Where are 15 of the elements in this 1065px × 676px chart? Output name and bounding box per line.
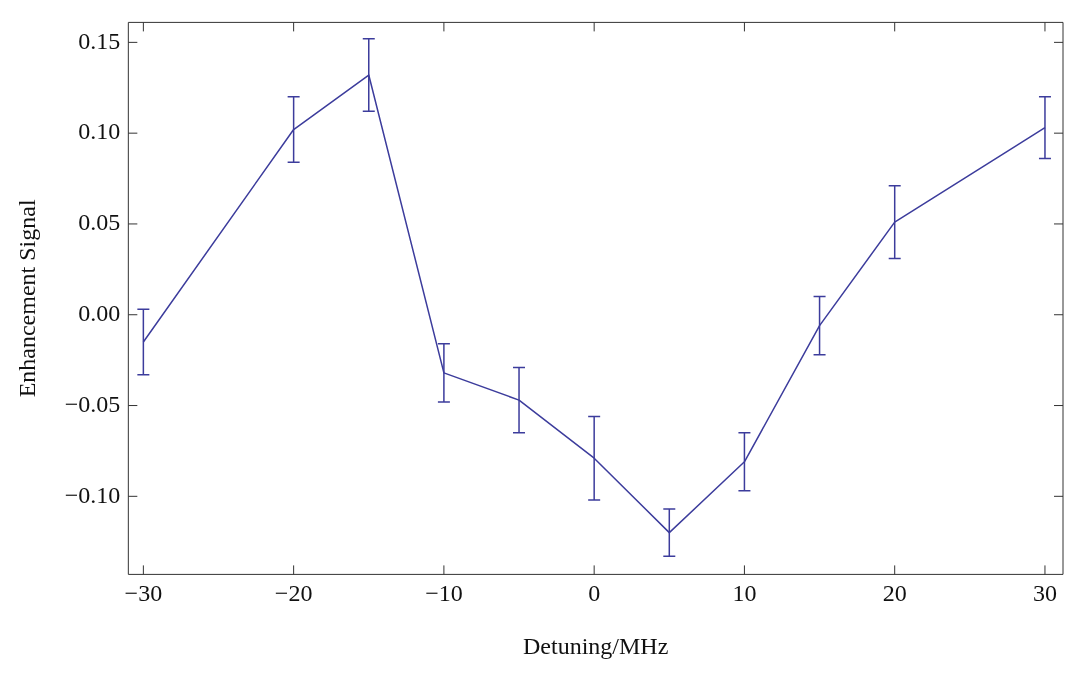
y-tick-label: 0.15 bbox=[78, 27, 121, 54]
x-tick-label: 10 bbox=[732, 580, 757, 607]
y-tick-label: 0.10 bbox=[78, 118, 121, 145]
x-tick-label: −30 bbox=[124, 580, 163, 607]
y-tick-label: 0.00 bbox=[78, 300, 121, 327]
x-tick-label: −10 bbox=[425, 580, 463, 607]
x-tick-label: 20 bbox=[882, 580, 907, 607]
x-tick-label: 0 bbox=[588, 580, 601, 607]
x-tick-label: 30 bbox=[1032, 580, 1057, 607]
y-tick-label: 0.05 bbox=[78, 209, 121, 236]
y-tick-label: −0.05 bbox=[64, 390, 121, 417]
y-axis-title: Enhancement Signal bbox=[13, 199, 40, 398]
x-axis-title: Detuning/MHz bbox=[523, 632, 669, 659]
y-tick-label: −0.10 bbox=[64, 481, 121, 508]
x-tick-label: −20 bbox=[274, 580, 313, 607]
